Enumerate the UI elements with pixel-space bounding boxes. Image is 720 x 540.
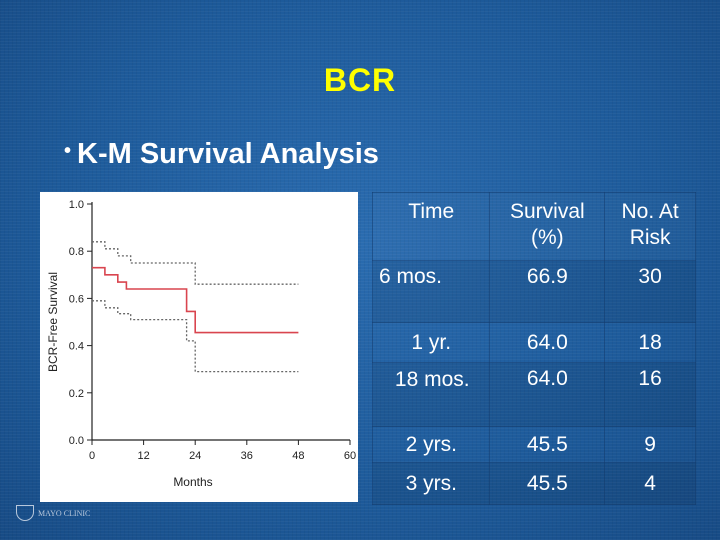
x-tick-label: 36: [241, 450, 253, 462]
series-line-lower: [92, 300, 299, 373]
x-tick-label: 0: [89, 450, 95, 462]
y-tick-label: 0.6: [69, 293, 84, 305]
cell-at-risk: 18: [604, 322, 696, 363]
cell-survival: 64.0: [489, 322, 606, 363]
shield-icon: [16, 505, 34, 521]
header-survival: Survival (%): [489, 192, 606, 261]
cell-time: 2 yrs.: [371, 426, 491, 463]
cell-at-risk: 30: [604, 260, 696, 323]
cell-survival: 64.0: [489, 362, 606, 427]
survival-table: Time Survival (%) No. At Risk 6 mos. 66.9 …: [371, 192, 696, 505]
bullet-text: K-M Survival Analysis: [77, 138, 379, 170]
y-tick-label: 1.0: [69, 199, 84, 211]
header-time: Time: [371, 192, 491, 261]
table-row: 6 mos. 66.9 30: [371, 260, 696, 323]
cell-time: 18 mos.: [371, 362, 491, 427]
table-row: 3 yrs. 45.5 4: [371, 462, 696, 505]
km-chart-svg: 0.0 0.2 0.4 0.6 0.8 1.0 0 12 24 36 48 60 Months BCR-F…: [46, 199, 356, 489]
table-header-row: Time Survival (%) No. At Risk: [371, 192, 696, 261]
bullet-dot-icon: •: [64, 140, 72, 162]
x-tick-label: 24: [189, 450, 201, 462]
table-row: 2 yrs. 45.5 9: [371, 426, 696, 463]
cell-at-risk: 4: [604, 462, 696, 505]
km-survival-chart: 0.0 0.2 0.4 0.6 0.8 1.0 0 12 24 36 48 60 Months BCR-F…: [40, 192, 358, 502]
series-line-upper: [92, 241, 299, 285]
series-line-estimate: [92, 266, 299, 334]
y-tick-label: 0.2: [69, 388, 84, 400]
x-tick-label: 48: [292, 450, 304, 462]
cell-time: 1 yr.: [371, 322, 491, 363]
logo-text: MAYO CLINIC: [38, 508, 91, 518]
y-axis-label: BCR-Free Survival: [46, 272, 60, 372]
cell-time: 6 mos.: [371, 260, 491, 323]
x-tick-label: 12: [137, 450, 149, 462]
cell-at-risk: 9: [604, 426, 696, 463]
x-axis-label: Months: [173, 475, 212, 489]
y-tick-label: 0.4: [69, 341, 84, 353]
cell-survival: 66.9: [489, 260, 606, 323]
y-tick-label: 0.0: [69, 435, 84, 447]
bullet-item: • K-M Survival Analysis: [64, 138, 379, 171]
cell-time: 3 yrs.: [371, 462, 491, 505]
mayo-clinic-logo: MAYO CLINIC: [16, 505, 90, 521]
cell-survival: 45.5: [489, 426, 606, 463]
table-row: 1 yr. 64.0 18: [371, 322, 696, 363]
cell-survival: 45.5: [489, 462, 606, 505]
table-row: 18 mos. 64.0 16: [371, 362, 696, 427]
header-at-risk: No. At Risk: [604, 192, 696, 261]
y-tick-label: 0.8: [69, 246, 84, 258]
x-tick-label: 60: [344, 450, 356, 462]
cell-at-risk: 16: [604, 362, 696, 427]
slide-title: BCR: [323, 62, 397, 98]
